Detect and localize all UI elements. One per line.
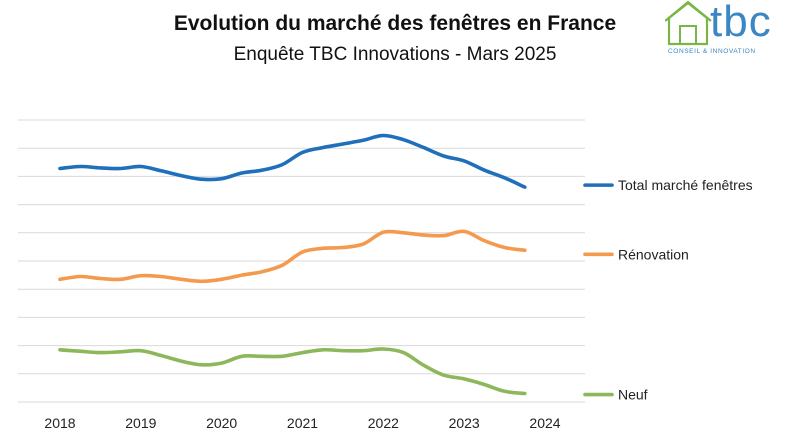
x-tick-label: 2018 — [44, 415, 75, 431]
logo-house-roof — [665, 0, 712, 22]
grid-lines — [18, 119, 585, 403]
x-axis-ticks: 2018 2019 2020 2021 2022 2023 2024 — [44, 415, 560, 431]
x-tick-label: 2020 — [206, 415, 237, 431]
legend-label-neuf: Neuf — [618, 387, 648, 403]
legend-label-renovation: Rénovation — [618, 246, 689, 262]
x-tick-label: 2022 — [368, 415, 399, 431]
x-tick-label: 2021 — [287, 415, 318, 431]
chart-title: Evolution du marché des fenêtres en Fran… — [173, 12, 617, 35]
series-line-neuf — [58, 347, 527, 396]
logo-house-door — [679, 25, 697, 44]
tbc-house-logo-icon — [665, 0, 712, 46]
series-line-renovation — [58, 229, 527, 284]
x-tick-label: 2023 — [449, 415, 480, 431]
x-tick-label: 2019 — [125, 415, 156, 431]
logo-wordmark: tbc — [710, 0, 772, 46]
series-line-total — [58, 133, 527, 189]
logo-tagline: CONSEIL & INNOVATION — [668, 48, 756, 55]
legend-label-total: Total marché fenêtres — [618, 177, 753, 193]
series-layer — [58, 133, 527, 396]
chart-subtitle: Enquête TBC Innovations - Mars 2025 — [233, 44, 557, 65]
x-tick-label: 2024 — [529, 415, 560, 431]
legend: Total marché fenêtres Rénovation Neuf — [583, 177, 753, 403]
